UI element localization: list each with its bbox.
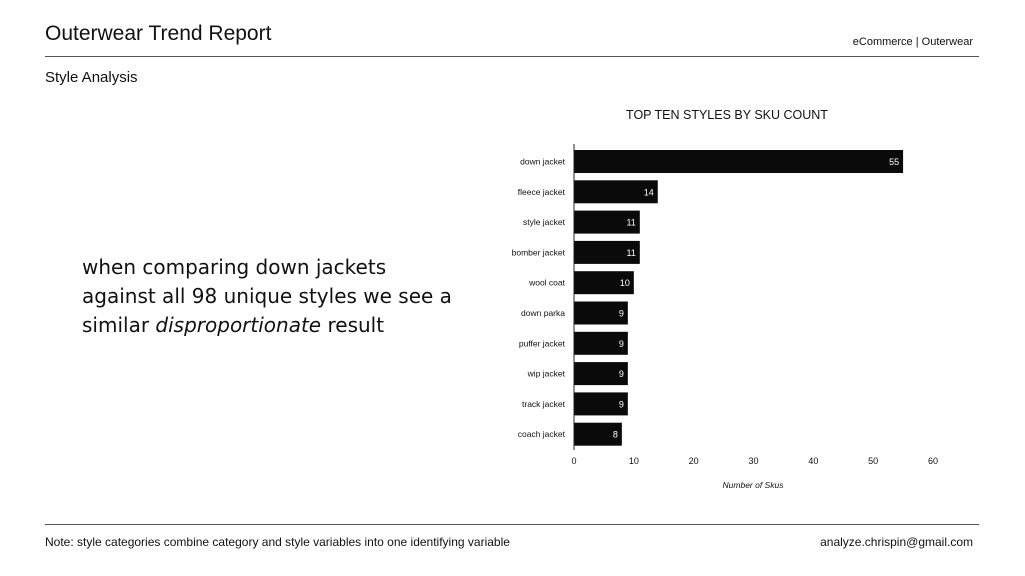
bar-group: down jacket 55 (520, 150, 904, 173)
bar-group: wip jacket 9 (527, 362, 628, 386)
bar (574, 331, 628, 355)
bar (574, 301, 628, 325)
insight-emphasis: disproportionate (155, 313, 322, 337)
x-tick-label: 0 (571, 456, 576, 466)
value-label: 11 (626, 248, 635, 258)
value-label: 9 (619, 309, 624, 319)
insight-line-1: when comparing down jackets (82, 255, 387, 279)
report-category-tag: eCommerce | Outerwear (852, 36, 973, 48)
chart-title: TOP TEN STYLES BY SKU COUNT (626, 108, 828, 122)
value-label: 9 (619, 369, 624, 379)
x-axis-title: Number of Skus (723, 480, 785, 490)
insight-line-3: similar disproportionate result (82, 311, 482, 340)
insight-line-2: against all 98 unique styles we see a (82, 284, 452, 308)
insight-line-3-post: result (321, 313, 385, 337)
footnote: Note: style categories combine category … (45, 535, 510, 549)
report-title: Outerwear Trend Report (45, 22, 272, 45)
bar (574, 392, 628, 416)
insight-text: when comparing down jackets against all … (82, 253, 482, 340)
x-tick-label: 40 (808, 456, 818, 466)
bar-group: wool coat 10 (528, 271, 634, 295)
bar-group: bomber jacket 11 (512, 240, 640, 264)
header-divider (45, 56, 979, 57)
value-label: 14 (644, 187, 654, 197)
bar-group: fleece jacket 14 (518, 180, 658, 204)
bar-group: puffer jacket 9 (519, 331, 628, 355)
value-label: 10 (620, 278, 630, 288)
category-label: wool coat (528, 278, 566, 288)
category-label: bomber jacket (512, 247, 566, 257)
bar (574, 240, 640, 264)
contact-email: analyze.chrispin@gmail.com (820, 535, 973, 549)
x-tick-label: 50 (868, 456, 878, 466)
x-tick-label: 10 (629, 456, 639, 466)
value-label: 9 (619, 339, 624, 349)
category-label: track jacket (522, 399, 566, 409)
footer-divider (45, 524, 979, 525)
value-label: 8 (613, 430, 618, 440)
bar-group: style jacket 11 (523, 210, 640, 234)
section-title: Style Analysis (45, 69, 138, 86)
bar (574, 362, 628, 386)
insight-line-3-pre: similar (82, 313, 156, 337)
category-label: style jacket (523, 217, 566, 227)
category-label: coach jacket (518, 429, 566, 439)
bar (574, 271, 634, 295)
category-label: down jacket (520, 157, 566, 167)
x-tick-label: 60 (928, 456, 938, 466)
value-label: 11 (626, 218, 635, 228)
category-label: puffer jacket (519, 338, 566, 348)
bar-group: coach jacket 8 (518, 422, 622, 446)
category-label: down parka (521, 308, 565, 318)
bar (574, 180, 658, 204)
bars-layer: down jacket 55 fleece jacket 14 style jacket… (512, 150, 904, 446)
bar-group: track jacket 9 (522, 392, 628, 416)
bar (574, 422, 622, 446)
category-label: fleece jacket (518, 187, 566, 197)
x-tick-label: 20 (689, 456, 699, 466)
bar-group: down parka 9 (521, 301, 628, 325)
x-tick-label: 30 (748, 456, 758, 466)
value-label: 55 (889, 157, 899, 167)
value-label: 9 (619, 399, 624, 409)
bar (574, 210, 640, 234)
category-label: wip jacket (527, 369, 566, 379)
x-ticks-layer: 0 10 20 30 40 50 60 (571, 456, 938, 466)
bar (574, 150, 904, 173)
